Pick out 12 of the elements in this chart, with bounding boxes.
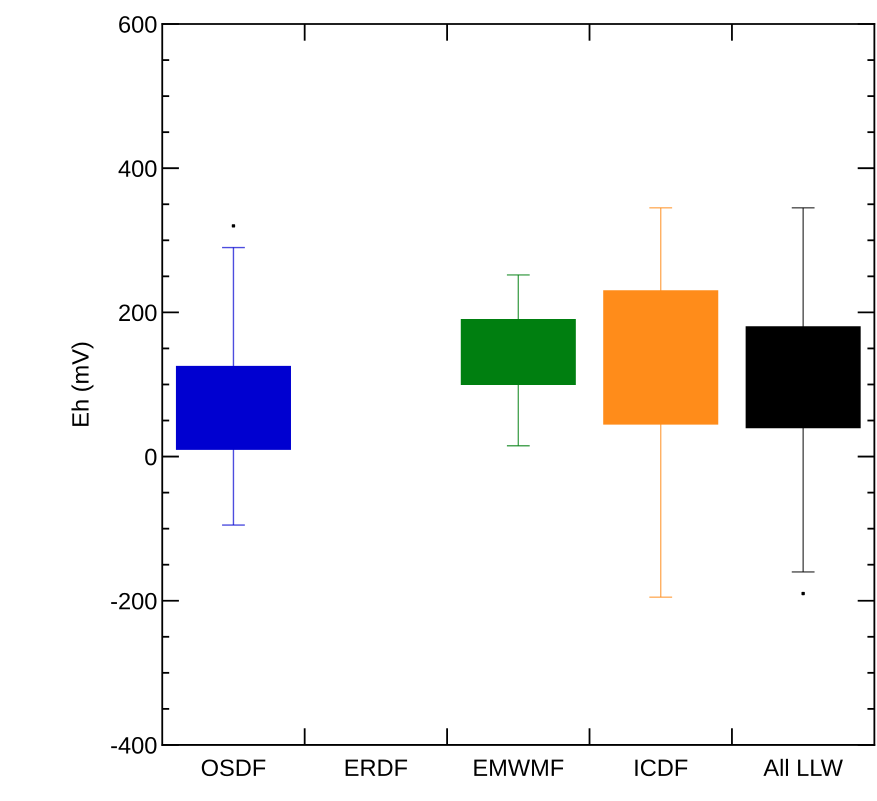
y-tick-label: 200 bbox=[119, 304, 156, 322]
x-tick-label: ICDF bbox=[635, 759, 688, 776]
y-tick-label: 400 bbox=[118, 160, 156, 177]
y-tick-label: 600 bbox=[119, 16, 156, 33]
x-tick-label: EMWMF bbox=[474, 760, 564, 776]
y-axis-title: Eh (mV) bbox=[71, 342, 94, 426]
y-tick-label: 0 bbox=[145, 448, 156, 466]
y-tick-label: -400 bbox=[111, 737, 156, 754]
x-tick-label: All LLW bbox=[763, 758, 843, 776]
x-tick-label: ERDF bbox=[346, 760, 408, 776]
y-tick-label: -200 bbox=[111, 592, 156, 610]
x-tick-label: OSDF bbox=[202, 759, 266, 776]
